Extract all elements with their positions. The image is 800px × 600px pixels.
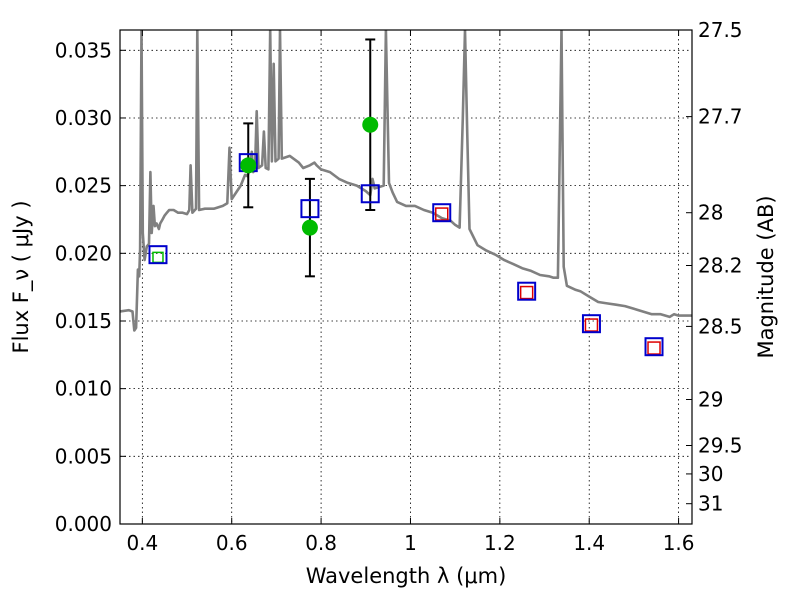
y-tick-label: 0.035 [55,38,112,62]
right-tick-label: 28.5 [698,314,743,338]
x-tick-label: 0.6 [216,531,248,555]
y-axis-label: Flux F_ν ( μJy ) [9,200,34,353]
green-square-point [152,251,164,264]
grid-lines [120,30,692,525]
y-tick-label: 0.025 [55,174,112,198]
y-tick-label: 0.000 [55,512,112,536]
y-tick-label: 0.010 [55,377,112,401]
blue-square-point [432,203,452,223]
right-tick-label: 28 [698,201,723,225]
x-tick-label: 1 [404,531,417,555]
right-axis-label: Magnitude (AB) [754,195,778,358]
axis-ticks: 0.4 0.6 0.8 1 1.2 1.4 1.6 0.000 0.005 0.010 0.015 0… [55,18,743,555]
data-markers [148,38,664,357]
right-tick-label: 27.7 [698,105,743,129]
x-tick-label: 1.4 [573,531,605,555]
observed-point [240,157,257,174]
blue-square-point [360,184,380,204]
right-tick-label: 29.5 [698,434,743,458]
y-tick-label: 0.020 [55,241,112,265]
red-square-point [435,207,449,221]
right-tick-label: 29 [698,387,723,411]
x-axis-label: Wavelength λ (μm) [306,564,507,588]
right-tick-label: 31 [698,492,723,516]
right-tick-label: 30 [698,462,723,486]
x-tick-label: 0.4 [126,531,158,555]
x-tick-label: 1.2 [484,531,516,555]
y-tick-label: 0.005 [55,444,112,468]
x-tick-label: 1.6 [663,531,695,555]
model-spectrum [120,30,692,332]
blue-square-point [148,245,168,265]
blue-square-point [517,281,537,301]
spectrum-line [120,30,692,332]
right-tick-label: 27.5 [698,18,743,42]
blue-square-point [581,314,601,334]
y-tick-label: 0.030 [55,106,112,130]
observed-point [301,219,318,236]
red-square-point [647,341,661,355]
red-square-point [519,285,534,300]
x-tick-label: 0.8 [305,531,337,555]
y-tick-label: 0.015 [55,309,112,333]
blue-square-point [300,199,320,219]
blue-square-point [644,337,664,357]
observed-point [362,116,379,133]
red-square-point [584,318,599,332]
right-tick-label: 28.2 [698,253,743,277]
plot-frame [119,29,693,525]
